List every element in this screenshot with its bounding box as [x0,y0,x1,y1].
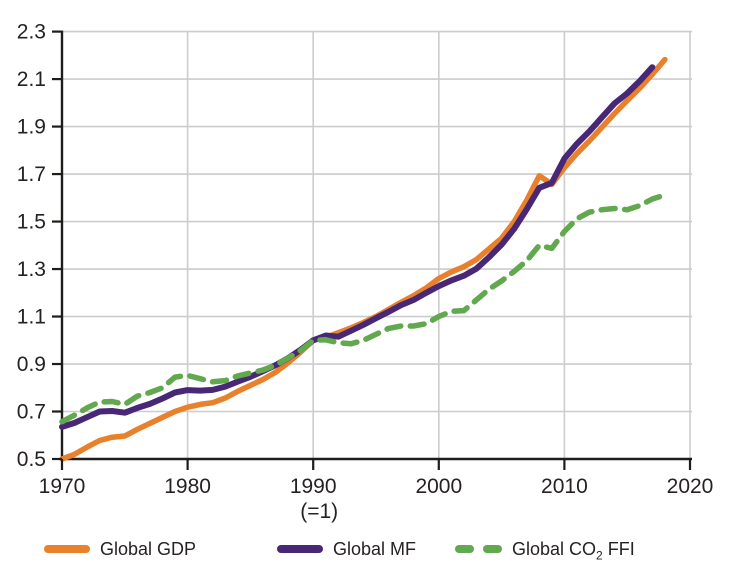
x-tick-label: 2000 [415,475,462,498]
legend-item-global-mf: Global MF [277,534,416,564]
legend-item-global-gdp: Global GDP [44,534,196,564]
series-line-global-co2-ffi [59,192,668,425]
legend-label-global-co2-ffi: Global CO2 FFI [512,538,635,563]
x-tick-label: 1980 [164,475,211,498]
legend-item-global-co2-ffi: Global CO2 FFI [455,534,635,564]
legend-label-global-mf: Global MF [333,538,417,559]
y-tick-label: 2.1 [17,68,46,91]
y-tick-label: 0.5 [17,448,46,471]
series-line-global-mf [59,64,656,430]
global-gdp-line-swatch [44,545,90,553]
y-tick-label: 2.3 [17,21,46,44]
line-chart-canvas: 0.5 0.7 0.9 1.1 1.3 1.5 1.7 1.9 2.1 2.3 1970 1980 19… [17,21,714,523]
global-mf-line-swatch [277,545,323,553]
x-tick-label: 1970 [39,475,86,498]
y-tick-label: 1.3 [17,258,46,281]
y-tick-label: 1.5 [17,211,46,234]
global-co2-ffi-dashed-swatch [455,545,502,553]
legend-label-global-gdp: Global GDP [100,538,197,559]
y-tick-label: 1.7 [17,163,46,186]
x-tick-label: 2020 [667,475,714,498]
index-base-note: (=1) [300,500,338,523]
y-tick-label: 0.7 [17,401,46,424]
x-tick-label: 2010 [541,475,588,498]
dash-segment [455,545,474,553]
x-tick-label: 1990 [290,475,337,498]
dash-segment [483,545,502,553]
y-tick-label: 0.9 [17,353,46,376]
y-tick-label: 1.1 [17,306,46,329]
legend: Global GDP Global MF Global CO2 FFI [0,534,730,564]
y-tick-label: 1.9 [17,116,46,139]
series-line-global-gdp [59,56,668,462]
